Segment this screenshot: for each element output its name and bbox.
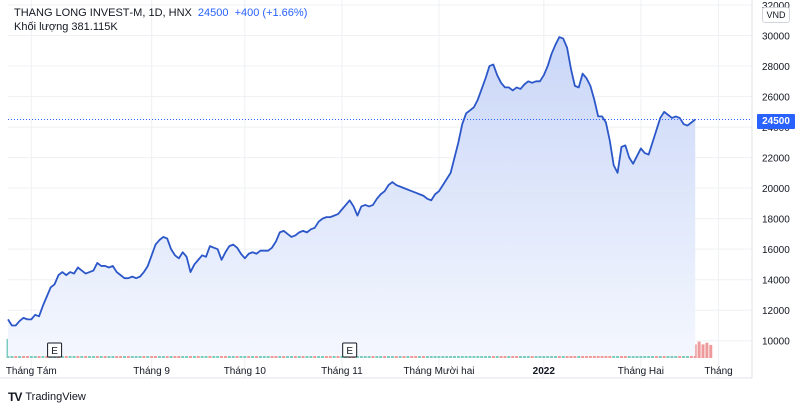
tradingview-text: TradingView xyxy=(25,391,86,403)
volume-bar xyxy=(705,342,709,358)
price-area xyxy=(8,37,696,357)
y-tick-label: 22000 xyxy=(762,154,790,165)
earnings-marker-box[interactable] xyxy=(47,342,63,358)
y-tick-label: 12000 xyxy=(762,306,790,317)
last-price: 24500 xyxy=(197,7,229,19)
y-tick-label: 32000 xyxy=(762,1,790,12)
y-tick-label: 18000 xyxy=(762,215,790,226)
x-tick-label: Tháng 11 xyxy=(321,366,363,377)
price-change: +400 (+1.66%) xyxy=(234,7,308,19)
volume-bar xyxy=(693,344,697,358)
volume-bar xyxy=(709,344,713,358)
currency-badge[interactable]: VND xyxy=(762,7,790,23)
earnings-marker: E xyxy=(47,342,63,358)
y-tick-label: 20000 xyxy=(762,184,790,195)
volume-label[interactable]: Khối lượng xyxy=(14,21,69,33)
volume-legend: Khối lượng 381.115K xyxy=(14,21,118,33)
symbol-title[interactable]: THANG LONG INVEST‑M, 1D, HNX xyxy=(14,7,192,19)
y-tick-label: 14000 xyxy=(762,276,790,287)
x-tick-label: Tháng Mười hai xyxy=(403,366,474,377)
x-tick-label: Tháng 10 xyxy=(224,366,267,377)
earnings-marker-label[interactable]: E xyxy=(346,346,353,357)
x-tick-label: Tháng 9 xyxy=(133,366,170,377)
tradingview-branding[interactable]: TV TradingView xyxy=(8,390,86,404)
y-tick-label: 30000 xyxy=(762,32,790,43)
x-tick-label: Tháng Hai xyxy=(618,366,664,377)
chart-legend: THANG LONG INVEST‑M, 1D, HNX 24500 +400 … xyxy=(14,6,307,20)
x-tick-label: Tháng Tám xyxy=(6,366,57,377)
x-tick-label: 2022 xyxy=(533,366,556,377)
earnings-marker: E xyxy=(342,342,358,358)
tradingview-logo-icon: TV xyxy=(8,390,22,404)
volume-bar xyxy=(701,344,705,358)
volume-bar xyxy=(697,341,701,358)
earnings-marker-box[interactable] xyxy=(342,342,358,358)
volume-value: 381.115K xyxy=(71,21,118,33)
price-line xyxy=(7,36,696,327)
y-tick-label: 26000 xyxy=(762,93,790,104)
y-tick-label: 10000 xyxy=(762,337,790,348)
last-price-tag: 24500 xyxy=(757,114,795,129)
y-tick-label: 28000 xyxy=(762,62,790,73)
earnings-marker-label[interactable]: E xyxy=(51,346,58,357)
x-tick-label: Tháng xyxy=(704,366,732,377)
y-tick-label: 16000 xyxy=(762,245,790,256)
